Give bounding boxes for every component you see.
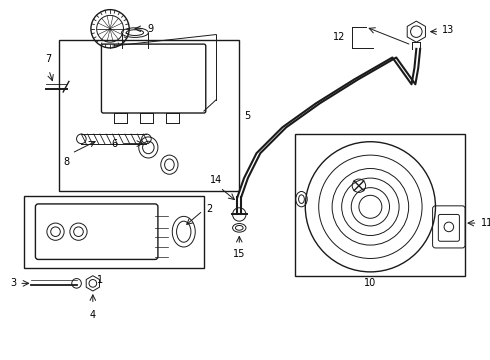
Text: 15: 15 bbox=[233, 249, 245, 259]
Bar bbox=[59, 40, 239, 192]
Text: 12: 12 bbox=[333, 32, 345, 42]
Text: 11: 11 bbox=[481, 218, 490, 228]
Text: 13: 13 bbox=[442, 25, 454, 35]
Text: 9: 9 bbox=[147, 24, 153, 34]
Text: 6: 6 bbox=[112, 139, 118, 149]
Text: 8: 8 bbox=[63, 157, 69, 167]
Text: 4: 4 bbox=[90, 310, 96, 320]
Text: 2: 2 bbox=[207, 204, 213, 214]
Text: 5: 5 bbox=[244, 111, 250, 121]
Bar bbox=[295, 134, 465, 276]
Text: 3: 3 bbox=[10, 278, 17, 288]
Text: 1: 1 bbox=[97, 275, 102, 284]
Text: 10: 10 bbox=[364, 278, 376, 288]
Bar bbox=[24, 196, 204, 268]
Text: 14: 14 bbox=[210, 175, 222, 185]
Text: 7: 7 bbox=[45, 54, 51, 64]
